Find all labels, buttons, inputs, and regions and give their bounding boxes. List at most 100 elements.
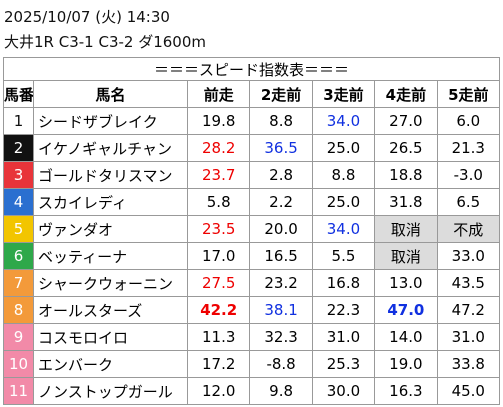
speed-index: 23.2: [249, 269, 313, 297]
table-row: 3 ゴールドタリスマン 23.7 2.8 8.8 18.8 -3.0: [3, 161, 501, 189]
horse-name: スカイレディ: [33, 188, 188, 216]
table-title: ＝＝＝スピード指数表＝＝＝: [3, 57, 500, 81]
horse-name: イケノギャルチャン: [33, 134, 188, 162]
table-row: 2 イケノギャルチャン 28.2 36.5 25.0 26.5 21.3: [3, 134, 501, 162]
speed-index: -3.0: [436, 161, 501, 189]
race-info: 大井1R C3-1 C3-2 ダ1600m: [4, 33, 207, 51]
speed-index: 17.0: [186, 242, 251, 270]
speed-index: 32.3: [249, 323, 313, 351]
post-number: 3: [3, 161, 34, 189]
post-number: 11: [3, 377, 34, 405]
speed-index: 21.3: [436, 134, 501, 162]
speed-index: 6.5: [436, 188, 501, 216]
speed-index: 30.0: [311, 377, 376, 405]
speed-index: 45.0: [436, 377, 501, 405]
horse-name: ノンストップガール: [33, 377, 188, 405]
speed-index: 8.8: [311, 161, 376, 189]
speed-index: 11.3: [186, 323, 251, 351]
horse-name: ゴールドタリスマン: [33, 161, 188, 189]
table-row: 7 シャークウォーニン 27.5 23.2 16.8 13.0 43.5: [3, 269, 501, 297]
speed-index: 34.0: [311, 215, 376, 243]
column-header: 5走前: [436, 80, 501, 108]
table-row: 10 エンバーク 17.2 -8.8 25.3 19.0 33.8: [3, 350, 501, 378]
speed-index: 36.5: [249, 134, 313, 162]
table-row: 1 シードザブレイク 19.8 8.8 34.0 27.0 6.0: [3, 107, 501, 135]
column-header: 馬名: [33, 80, 188, 108]
speed-index: 取消: [374, 242, 438, 270]
post-number: 9: [3, 323, 34, 351]
speed-index: 27.0: [374, 107, 438, 135]
speed-index: 33.8: [436, 350, 501, 378]
post-number: 7: [3, 269, 34, 297]
title-row: ＝＝＝スピード指数表＝＝＝: [3, 57, 500, 81]
table-row: 8 オールスターズ 42.2 38.1 22.3 47.0 47.2: [3, 296, 501, 324]
speed-table: ＝＝＝スピード指数表＝＝＝ 馬番 馬名 前走 2走前 3走前 4走前 5走前 1 シードザブレ…: [3, 57, 501, 405]
speed-index: 取消: [374, 215, 438, 243]
column-header: 3走前: [311, 80, 376, 108]
speed-index: 23.5: [186, 215, 251, 243]
table-row: 4 スカイレディ 5.8 2.2 25.0 31.8 6.5: [3, 188, 501, 216]
speed-index: 22.3: [311, 296, 376, 324]
horse-name: ヴァンダオ: [33, 215, 188, 243]
speed-index: 25.0: [311, 134, 376, 162]
horse-name: ベッティーナ: [33, 242, 188, 270]
column-header: 前走: [186, 80, 251, 108]
speed-index: 23.7: [186, 161, 251, 189]
horse-name: オールスターズ: [33, 296, 188, 324]
speed-index: 31.8: [374, 188, 438, 216]
speed-index: 33.0: [436, 242, 501, 270]
speed-index: 17.2: [186, 350, 251, 378]
post-number: 6: [3, 242, 34, 270]
speed-index: 8.8: [249, 107, 313, 135]
speed-index: 34.0: [311, 107, 376, 135]
column-header: 2走前: [249, 80, 313, 108]
post-number: 2: [3, 134, 34, 162]
speed-index: 31.0: [436, 323, 501, 351]
post-number: 4: [3, 188, 34, 216]
post-number: 1: [3, 107, 34, 135]
speed-index: 18.8: [374, 161, 438, 189]
table-body: 1 シードザブレイク 19.8 8.8 34.0 27.0 6.0 2 イケノギャルチャン 28.…: [3, 107, 501, 405]
post-number: 8: [3, 296, 34, 324]
post-number: 10: [3, 350, 34, 378]
speed-index: 38.1: [249, 296, 313, 324]
header-row: 馬番 馬名 前走 2走前 3走前 4走前 5走前: [3, 80, 501, 108]
speed-index: 25.0: [311, 188, 376, 216]
column-header: 4走前: [374, 80, 438, 108]
speed-index: 19.0: [374, 350, 438, 378]
speed-index: 2.2: [249, 188, 313, 216]
speed-index: 43.5: [436, 269, 501, 297]
horse-name: シードザブレイク: [33, 107, 188, 135]
speed-index: 16.8: [311, 269, 376, 297]
table-row: 6 ベッティーナ 17.0 16.5 5.5 取消 33.0: [3, 242, 501, 270]
speed-index: 2.8: [249, 161, 313, 189]
horse-name: シャークウォーニン: [33, 269, 188, 297]
speed-index: 不成: [436, 215, 501, 243]
speed-index: 27.5: [186, 269, 251, 297]
speed-index: 13.0: [374, 269, 438, 297]
speed-index: 28.2: [186, 134, 251, 162]
speed-index: 14.0: [374, 323, 438, 351]
table-row: 11 ノンストップガール 12.0 9.8 30.0 16.3 45.0: [3, 377, 501, 405]
speed-index: 31.0: [311, 323, 376, 351]
speed-index: 5.5: [311, 242, 376, 270]
speed-index: 5.8: [186, 188, 251, 216]
speed-index: 16.5: [249, 242, 313, 270]
speed-index: 16.3: [374, 377, 438, 405]
speed-index: 26.5: [374, 134, 438, 162]
speed-index: 12.0: [186, 377, 251, 405]
speed-index: 42.2: [186, 296, 251, 324]
datetime: 2025/10/07 (火) 14:30: [4, 8, 170, 26]
speed-index: 25.3: [311, 350, 376, 378]
horse-name: コスモロイロ: [33, 323, 188, 351]
table-row: 9 コスモロイロ 11.3 32.3 31.0 14.0 31.0: [3, 323, 501, 351]
speed-index: 20.0: [249, 215, 313, 243]
speed-index: 6.0: [436, 107, 501, 135]
column-header: 馬番: [3, 80, 34, 108]
speed-index: -8.8: [249, 350, 313, 378]
horse-name: エンバーク: [33, 350, 188, 378]
speed-index: 47.0: [374, 296, 438, 324]
speed-index: 47.2: [436, 296, 501, 324]
speed-index: 19.8: [186, 107, 251, 135]
